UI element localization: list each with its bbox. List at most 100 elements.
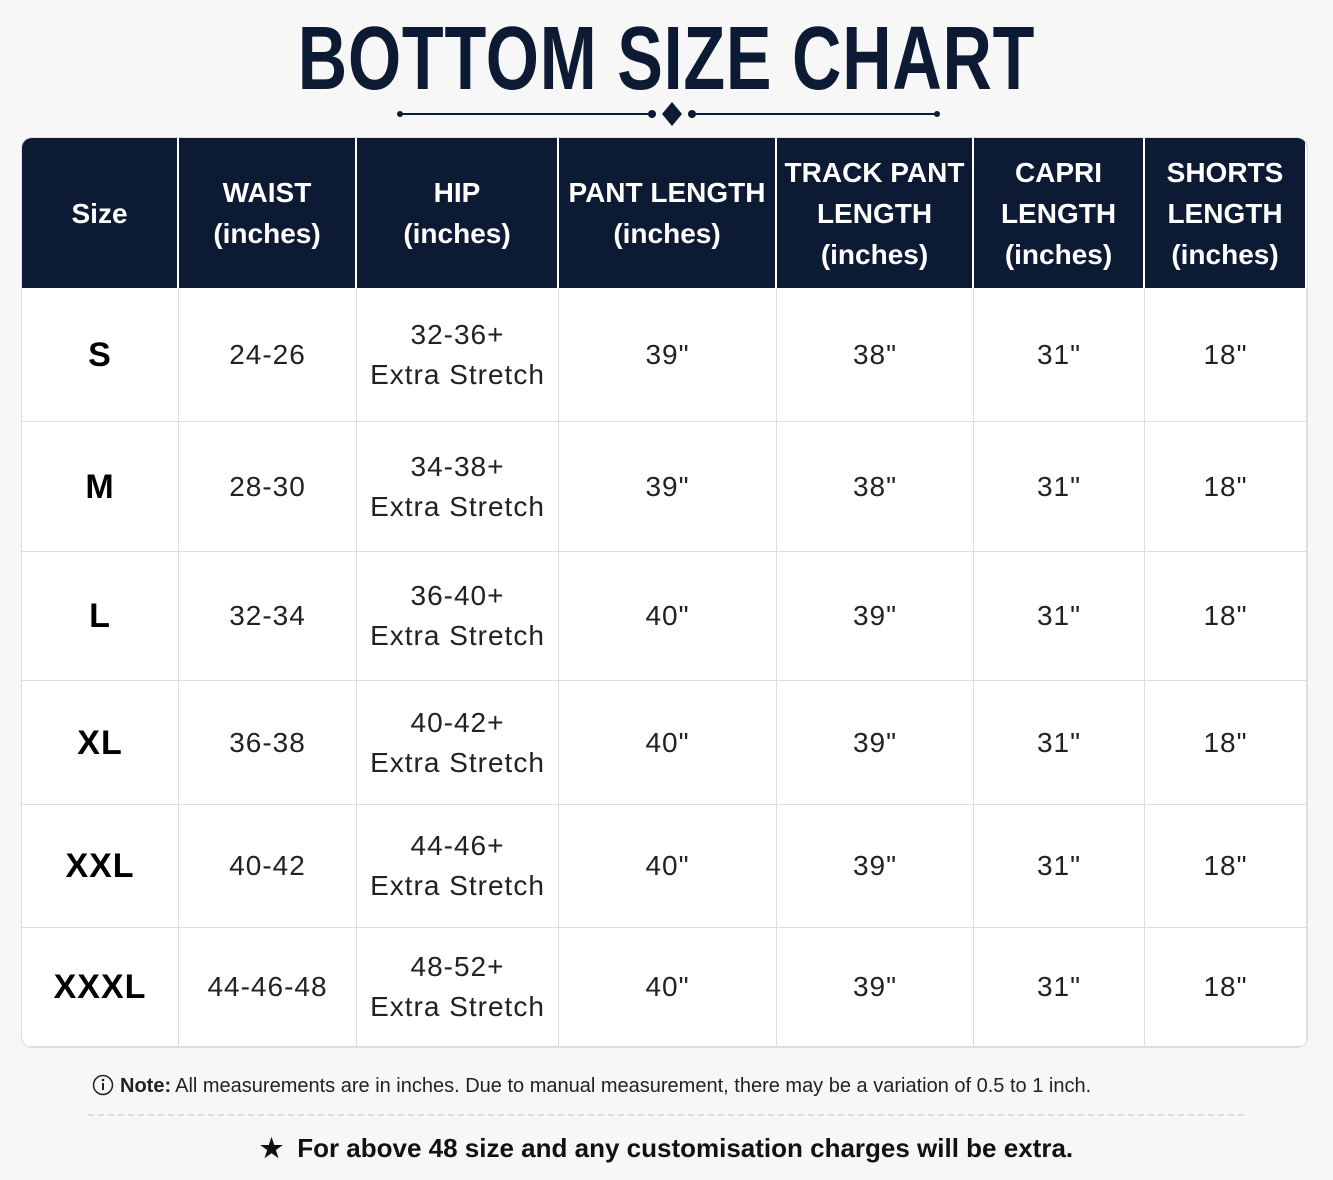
- cell-line: 40-42+: [410, 706, 505, 738]
- cell-line: 40": [645, 971, 690, 1002]
- cell-line: (inches): [1004, 238, 1113, 270]
- table-cell: 18": [1145, 552, 1307, 681]
- table-cell: 38": [777, 288, 974, 422]
- cell-line: 32-36+: [410, 318, 505, 350]
- cell-line: 18": [1203, 338, 1248, 370]
- size-cell: S: [22, 288, 179, 422]
- cell-line: SHORTS: [1166, 156, 1284, 188]
- cell-line: 31": [1036, 971, 1082, 1002]
- cell-line: PANT LENGTH: [568, 177, 766, 208]
- cell-line: 44-46-48: [207, 971, 328, 1002]
- cell-line: XXXL: [53, 968, 147, 1006]
- size-cell: XXL: [22, 805, 179, 928]
- footer-text: For above 48 size and any customisation …: [297, 1133, 1074, 1163]
- table-cell: 31": [974, 552, 1145, 681]
- title: BOTTOM SIZE CHART: [297, 9, 1036, 109]
- table-cell: 18": [1145, 805, 1307, 928]
- cell-line: 36-40+: [410, 580, 505, 611]
- header-cell: TRACK PANT LENGTH (inches): [777, 138, 974, 288]
- cell-line: Extra Stretch: [370, 490, 545, 522]
- note: Note: All measurements are in inches. Due…: [92, 1074, 1091, 1098]
- header-cell: WAIST (inches): [179, 138, 357, 288]
- table-cell: 36-40+ Extra Stretch: [357, 552, 559, 681]
- cell-line: XXL: [65, 847, 135, 885]
- header-cell: CAPRI LENGTH (inches): [974, 138, 1145, 288]
- cell-line: 39": [852, 850, 898, 881]
- cell-line: 24-26: [229, 338, 306, 370]
- cell-line: 18": [1203, 600, 1248, 631]
- cell-line: 31": [1036, 470, 1082, 502]
- cell-line: 38": [852, 338, 898, 370]
- table-cell: 18": [1145, 288, 1307, 422]
- cell-line: 34-38+: [410, 450, 505, 482]
- cell-line: 39": [852, 726, 898, 758]
- table-cell: 39": [777, 928, 974, 1047]
- table-cell: 40": [559, 681, 777, 805]
- cell-line: Extra Stretch: [370, 620, 545, 651]
- cell-line: LENGTH: [816, 197, 933, 229]
- table-cell: 40": [559, 928, 777, 1047]
- cell-line: 38": [852, 470, 898, 502]
- table-cell: 24-26: [179, 288, 357, 422]
- cell-line: (inches): [1171, 238, 1279, 270]
- table-cell: 38": [777, 422, 974, 552]
- cell-line: 32-34: [229, 600, 306, 631]
- cell-line: 18": [1203, 470, 1248, 502]
- cell-line: Extra Stretch: [370, 746, 545, 778]
- table-cell: 48-52+ Extra Stretch: [357, 928, 559, 1047]
- table-cell: 32-36+ Extra Stretch: [357, 288, 559, 422]
- info-icon: [92, 1074, 114, 1096]
- table-cell: 39": [777, 805, 974, 928]
- cell-line: Extra Stretch: [370, 870, 545, 901]
- cell-line: TRACK PANT: [784, 156, 965, 188]
- cell-line: (inches): [613, 218, 721, 249]
- table-cell: 39": [559, 422, 777, 552]
- table-cell: 44-46-48: [179, 928, 357, 1047]
- table-cell: 32-34: [179, 552, 357, 681]
- size-table: Size WAIST (inches) HIP (inches) PANT LENGTH (…: [22, 138, 1307, 1047]
- cell-line: M: [85, 467, 115, 506]
- cell-line: 39": [645, 470, 690, 502]
- cell-line: L: [89, 597, 111, 635]
- cell-line: 31": [1036, 850, 1082, 881]
- table-cell: 31": [974, 805, 1145, 928]
- cell-line: XL: [77, 723, 123, 762]
- cell-line: 48-52+: [410, 951, 505, 982]
- cell-line: 40-42: [229, 850, 306, 881]
- size-cell: XXXL: [22, 928, 179, 1047]
- cell-line: CAPRI: [1014, 156, 1103, 188]
- cell-line: 28-30: [229, 470, 306, 502]
- cell-line: 40": [645, 726, 690, 758]
- cell-line: LENGTH: [1000, 197, 1117, 229]
- note-text: All measurements are in inches. Due to m…: [175, 1075, 1092, 1097]
- cell-line: HIP: [433, 177, 481, 208]
- divider-ornament: [397, 102, 940, 126]
- table-cell: 31": [974, 681, 1145, 805]
- table-cell: 40": [559, 805, 777, 928]
- cell-line: Extra Stretch: [370, 358, 545, 390]
- table-cell: 40": [559, 552, 777, 681]
- cell-line: 39": [852, 971, 898, 1002]
- table-cell: 31": [974, 928, 1145, 1047]
- cell-line: 40": [645, 600, 690, 631]
- header-cell: Size: [22, 138, 179, 288]
- table-cell: 18": [1145, 422, 1307, 552]
- footer: ★ For above 48 size and any customisation…: [259, 1133, 1074, 1163]
- table-cell: 28-30: [179, 422, 357, 552]
- cell-line: (inches): [403, 218, 511, 249]
- table-cell: 39": [559, 288, 777, 422]
- header-cell: PANT LENGTH (inches): [559, 138, 777, 288]
- table-cell: 18": [1145, 928, 1307, 1047]
- table-cell: 39": [777, 552, 974, 681]
- cell-line: 31": [1036, 726, 1082, 758]
- size-cell: M: [22, 422, 179, 552]
- table-cell: 34-38+ Extra Stretch: [357, 422, 559, 552]
- table-cell: 36-38: [179, 681, 357, 805]
- cell-line: 36-38: [229, 726, 306, 758]
- table-cell: 40-42: [179, 805, 357, 928]
- cell-line: S: [88, 335, 112, 374]
- cell-line: 44-46+: [410, 830, 505, 861]
- table-cell: 44-46+ Extra Stretch: [357, 805, 559, 928]
- note-label: Note:: [120, 1075, 172, 1097]
